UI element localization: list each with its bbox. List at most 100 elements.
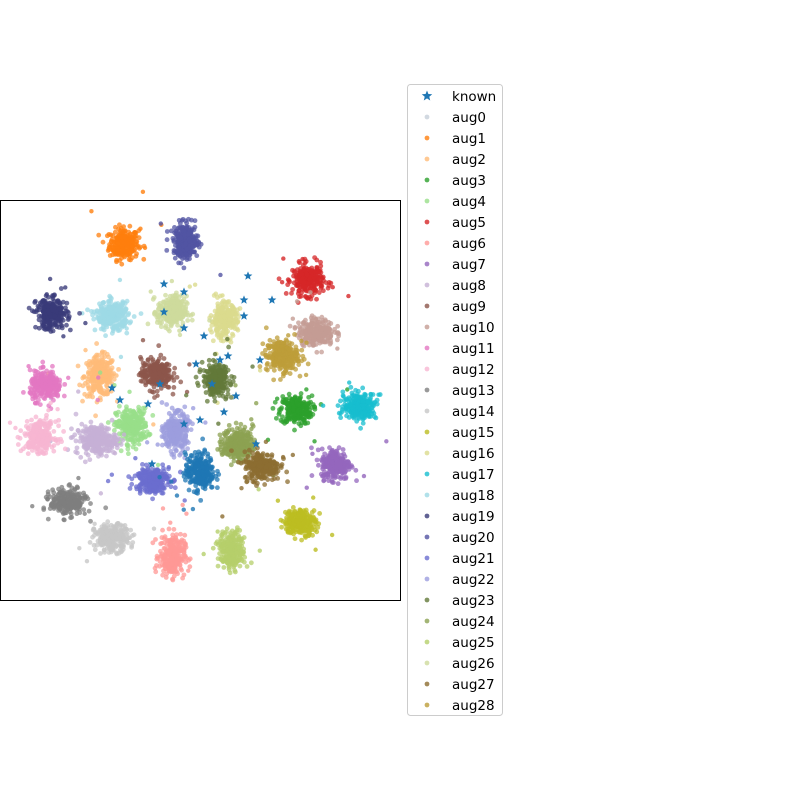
point-aug9: [172, 365, 178, 371]
series-aug5: [276, 255, 351, 305]
point-aug12: [44, 428, 50, 434]
point-aug5: [318, 263, 324, 269]
point-aug7: [335, 470, 340, 475]
point-aug3: [345, 387, 350, 392]
point-aug3: [301, 410, 306, 416]
series-aug3: [265, 387, 350, 444]
point-aug17: [320, 403, 326, 408]
point-aug14: [108, 549, 114, 555]
point-aug5: [328, 280, 334, 286]
point-aug17: [346, 407, 351, 413]
point-aug16: [221, 298, 226, 304]
point-aug6: [170, 539, 176, 545]
point-aug9: [187, 362, 192, 367]
point-aug18: [124, 318, 130, 324]
point-aug10: [313, 341, 319, 347]
point-aug7: [309, 473, 315, 478]
point-aug4: [133, 412, 139, 418]
point-aug13: [75, 485, 81, 491]
point-aug9: [150, 357, 156, 363]
point-aug12: [45, 442, 51, 448]
point-aug5: [295, 282, 301, 288]
point-aug18: [122, 314, 128, 319]
point-aug14: [109, 533, 114, 539]
point-aug17: [376, 392, 381, 397]
point-aug4: [120, 411, 126, 417]
point-aug11: [96, 375, 101, 380]
point-aug4: [97, 370, 103, 375]
point-aug4: [105, 420, 111, 425]
point-aug18: [109, 330, 115, 336]
point-aug14: [112, 526, 118, 532]
point-aug15: [299, 537, 304, 543]
point-aug1: [140, 189, 146, 195]
point-aug17: [341, 394, 346, 399]
point-aug4: [116, 423, 122, 429]
point-aug19: [26, 305, 32, 311]
point-aug5: [318, 285, 324, 291]
point-aug15: [275, 498, 281, 503]
point-aug2: [101, 362, 106, 368]
point-aug14: [122, 526, 128, 532]
point-aug12: [51, 429, 57, 434]
point-aug3: [291, 405, 297, 410]
point-aug8: [121, 432, 127, 437]
point-aug7: [327, 456, 332, 462]
point-aug7: [338, 467, 344, 473]
point-aug3: [312, 404, 318, 410]
point-aug4: [129, 433, 134, 439]
point-aug9: [162, 383, 167, 389]
point-aug7: [329, 468, 335, 473]
point-aug6: [172, 565, 178, 571]
point-aug2: [87, 362, 93, 367]
point-aug14: [118, 543, 124, 549]
point-aug5: [308, 296, 314, 302]
point-aug14: [92, 521, 97, 527]
point-aug16: [187, 284, 192, 289]
point-aug4: [143, 433, 149, 439]
point-aug14: [90, 527, 96, 533]
point-aug9: [161, 369, 167, 374]
point-aug12: [56, 423, 61, 429]
point-aug2: [111, 376, 117, 382]
series-aug17: [320, 380, 383, 431]
point-aug8: [78, 454, 84, 460]
point-aug6: [153, 569, 159, 575]
point-aug18: [94, 308, 100, 314]
point-aug3: [282, 420, 287, 426]
series-aug1: [89, 189, 164, 323]
point-aug6: [160, 572, 166, 578]
point-aug18: [110, 305, 116, 311]
point-aug16: [218, 318, 224, 324]
point-aug3: [292, 427, 297, 433]
point-aug2: [107, 379, 113, 384]
point-aug5: [308, 283, 314, 289]
point-aug8: [120, 437, 126, 443]
point-aug1: [96, 232, 102, 238]
series-aug15: [275, 495, 335, 552]
point-aug6: [170, 532, 176, 538]
point-aug12: [48, 400, 53, 406]
point-aug17: [344, 413, 350, 419]
series-aug12: [7, 400, 68, 457]
point-aug13: [77, 495, 83, 501]
point-aug16: [210, 338, 216, 344]
point-aug13: [57, 495, 63, 501]
point-aug15: [293, 527, 298, 533]
point-aug17: [335, 403, 341, 408]
point-aug11: [37, 402, 43, 407]
point-aug1: [122, 234, 127, 240]
point-aug2: [80, 398, 85, 404]
point-aug4: [141, 429, 146, 435]
point-aug4: [138, 411, 144, 417]
point-aug15: [288, 529, 294, 535]
point-aug6: [171, 526, 177, 532]
point-aug18: [124, 330, 130, 336]
point-aug18: [119, 302, 125, 308]
point-aug6: [173, 548, 179, 554]
point-aug2: [104, 391, 110, 397]
point-aug13: [68, 504, 74, 510]
point-aug17: [360, 403, 366, 409]
point-aug13: [82, 493, 87, 498]
point-aug7: [309, 445, 314, 451]
